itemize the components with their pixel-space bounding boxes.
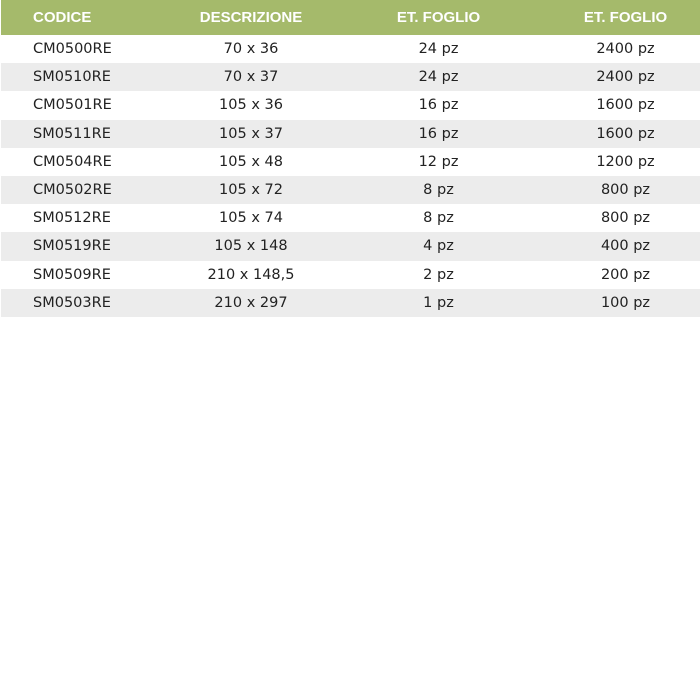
table-row: CM0504RE 105 x 48 12 pz 1200 pz (1, 148, 700, 176)
table-row: SM0512RE 105 x 74 8 pz 800 pz (1, 204, 700, 232)
cell-codice: SM0511RE (1, 119, 176, 148)
cell-et-foglio-total: 2400 pz (551, 63, 700, 92)
cell-codice: CM0502RE (1, 175, 176, 205)
header-et-foglio-total: ET. FOGLIO (551, 0, 700, 35)
cell-et-foglio: 16 pz (418, 97, 459, 114)
table-row: CM0502RE 105 x 72 8 pz 800 pz (1, 175, 700, 205)
table-row: CM0501RE 105 x 36 16 pz 1600 pz (1, 91, 700, 119)
table-row: SM0510RE 70 x 37 24 pz 2400 pz (1, 63, 700, 92)
header-descrizione: DESCRIZIONE (176, 0, 326, 35)
cell-et-foglio-total: 1200 pz (596, 153, 655, 170)
header-codice: CODICE (1, 0, 176, 35)
cell-codice: SM0510RE (1, 63, 176, 92)
cell-et-foglio: 24 pz (326, 63, 551, 92)
cell-codice: CM0500RE (33, 41, 112, 58)
cell-et-foglio-total: 400 pz (551, 232, 700, 261)
cell-descrizione: 105 x 148 (176, 232, 326, 261)
cell-codice: CM0504RE (33, 153, 112, 170)
cell-et-foglio: 2 pz (423, 266, 454, 283)
cell-et-foglio: 12 pz (418, 153, 459, 170)
table-row: CM0500RE 70 x 36 24 pz 2400 pz (1, 35, 700, 63)
cell-codice: SM0512RE (33, 210, 111, 227)
cell-descrizione: 210 x 148,5 (207, 266, 295, 283)
cell-descrizione: 70 x 36 (223, 41, 279, 58)
cell-et-foglio-total: 2400 pz (596, 41, 655, 58)
cell-et-foglio: 4 pz (326, 232, 551, 261)
cell-descrizione: 105 x 48 (219, 153, 283, 170)
cell-et-foglio: 24 pz (418, 41, 459, 58)
table-row: SM0503RE 210 x 297 1 pz 100 pz (1, 288, 700, 317)
cell-et-foglio-total: 200 pz (600, 266, 651, 283)
cell-et-foglio: 16 pz (326, 119, 551, 148)
cell-descrizione: 105 x 74 (219, 210, 283, 227)
table-header-row: CODICE DESCRIZIONE ET. FOGLIO ET. FOGLIO (1, 0, 700, 35)
table-row: SM0511RE 105 x 37 16 pz 1600 pz (1, 119, 700, 148)
cell-codice: CM0501RE (33, 97, 112, 114)
cell-descrizione: 105 x 72 (176, 175, 326, 205)
cell-et-foglio: 1 pz (326, 288, 551, 317)
cell-et-foglio-total: 100 pz (551, 288, 700, 317)
cell-et-foglio: 8 pz (326, 175, 551, 205)
cell-codice: SM0503RE (1, 288, 176, 317)
cell-codice: SM0519RE (1, 232, 176, 261)
cell-et-foglio: 8 pz (423, 210, 454, 227)
table-row: SM0519RE 105 x 148 4 pz 400 pz (1, 232, 700, 261)
cell-et-foglio-total: 800 pz (600, 210, 651, 227)
cell-et-foglio-total: 800 pz (551, 175, 700, 205)
cell-et-foglio-total: 1600 pz (551, 119, 700, 148)
cell-descrizione: 210 x 297 (176, 288, 326, 317)
cell-descrizione: 70 x 37 (176, 63, 326, 92)
table-row: SM0509RE 210 x 148,5 2 pz 200 pz (1, 261, 700, 289)
cell-et-foglio-total: 1600 pz (596, 97, 655, 114)
product-table: CODICE DESCRIZIONE ET. FOGLIO ET. FOGLIO… (1, 0, 700, 317)
cell-codice: SM0509RE (33, 266, 111, 283)
header-et-foglio: ET. FOGLIO (326, 0, 551, 35)
cell-descrizione: 105 x 36 (219, 97, 283, 114)
cell-descrizione: 105 x 37 (176, 119, 326, 148)
